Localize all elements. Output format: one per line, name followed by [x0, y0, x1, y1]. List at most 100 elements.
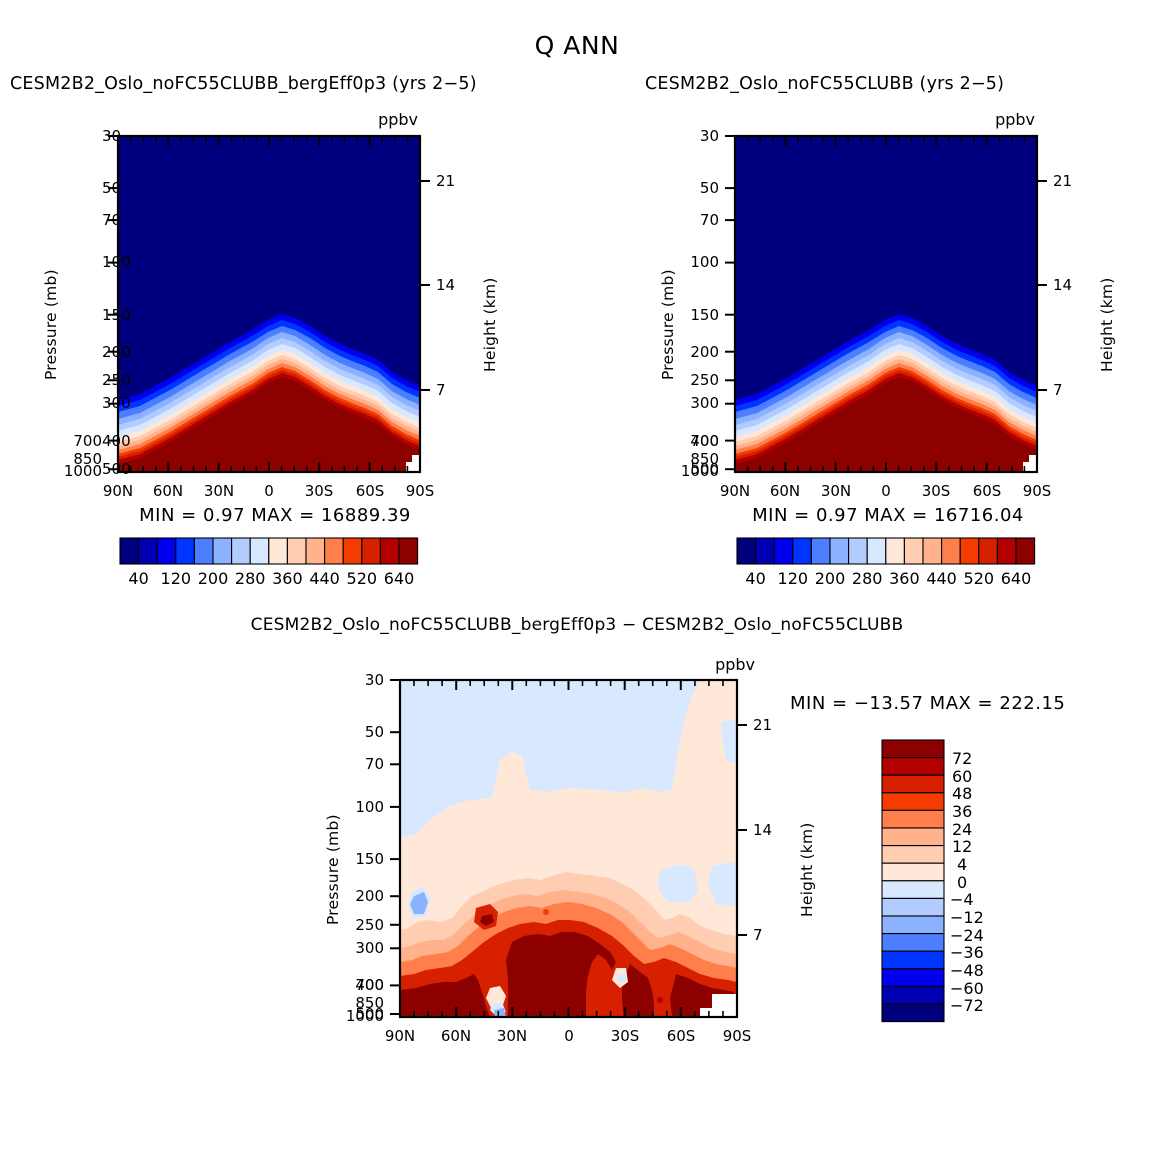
cb-label-640-p1: 640 — [383, 569, 415, 588]
ytick-1000-p2: 1000 — [680, 462, 719, 480]
ytick-250-p2: 250 — [690, 371, 719, 389]
cb-diff-label-24: 24 — [952, 820, 973, 839]
ytick-70-p3: 70 — [364, 755, 384, 773]
figure-title: Q ANN — [534, 31, 620, 60]
panel-top-right-field — [735, 136, 1037, 472]
htick-7-p2: 7 — [1053, 381, 1063, 399]
cb-diff-label-neg72: −72 — [950, 996, 984, 1015]
panel-top-right-units: ppbv — [995, 110, 1035, 129]
xtick-90N-p1: 90N — [102, 482, 134, 500]
htick-7-p3: 7 — [753, 926, 763, 944]
ytick-850-p3: 850 — [355, 994, 384, 1012]
ytick-200-p2: 200 — [690, 343, 719, 361]
ytick-50-p2: 50 — [699, 179, 719, 197]
ytick-1000-p1: 1000 — [63, 462, 102, 480]
xtick-0-p1: 0 — [264, 482, 274, 500]
panel-bottom-diff-minmax: MIN = −13.57 MAX = 222.15 — [790, 693, 1066, 714]
cb-label-360-p1: 360 — [272, 569, 303, 588]
cb-label-200-p2: 200 — [814, 569, 846, 588]
ytick-100-p2: 100 — [690, 253, 719, 271]
cb-diff-label-36: 36 — [952, 802, 973, 821]
panel-top-right-frame — [725, 134, 1047, 474]
xtick-90N-p3: 90N — [384, 1027, 416, 1045]
cb-diff-label-48: 48 — [952, 784, 973, 803]
cb-label-200-p1: 200 — [197, 569, 229, 588]
ytick-700-p1: 700 — [73, 432, 102, 450]
xtick-90S-p2: 90S — [1022, 482, 1052, 500]
cb-diff-label-12: 12 — [952, 837, 973, 856]
ytick-200-p3: 200 — [355, 887, 384, 905]
xtick-60S-p3: 60S — [666, 1027, 696, 1045]
cb-diff-label-neg24: −24 — [950, 926, 984, 945]
panel-top-right-minmax: MIN = 0.97 MAX = 16716.04 — [752, 505, 1024, 526]
xtick-60N-p1: 60N — [152, 482, 184, 500]
ytick-300-p2: 300 — [690, 394, 719, 412]
ytick-100-p3: 100 — [355, 798, 384, 816]
xtick-30S-p1: 30S — [304, 482, 334, 500]
cb-label-360-p2: 360 — [889, 569, 920, 588]
ytick-700-p3: 700 — [355, 976, 384, 994]
ytick-700-p2: 700 — [690, 432, 719, 450]
cb-label-280-p2: 280 — [851, 569, 883, 588]
ytick-850-p1: 850 — [73, 450, 102, 468]
colorbar-diff[interactable] — [881, 739, 945, 1023]
y-axis-right-label-p2: Height (km) — [1098, 277, 1116, 372]
htick-21-p3: 21 — [753, 716, 773, 734]
ytick-50-p3: 50 — [364, 723, 384, 741]
xtick-0-p3: 0 — [564, 1027, 574, 1045]
y-axis-label-p1: Pressure (mb) — [42, 269, 60, 380]
htick-21-p2: 21 — [1053, 172, 1073, 190]
cb-label-120-p2: 120 — [777, 569, 809, 588]
cb-label-440-p1: 440 — [309, 569, 340, 588]
ytick-500-p3: 500 — [355, 1005, 384, 1023]
xtick-60N-p2: 60N — [769, 482, 801, 500]
htick-21-p1: 21 — [436, 172, 456, 190]
xtick-30N-p3: 30N — [496, 1027, 528, 1045]
cb-diff-label-neg12: −12 — [950, 908, 984, 927]
cb-label-440-p2: 440 — [926, 569, 957, 588]
ytick-250-p3: 250 — [355, 916, 384, 934]
ytick-70-p2: 70 — [699, 211, 719, 229]
cb-diff-label-neg36: −36 — [950, 943, 984, 962]
xtick-60S-p2: 60S — [972, 482, 1002, 500]
htick-14-p2: 14 — [1053, 276, 1073, 294]
y-axis-label-p3: Pressure (mb) — [324, 814, 342, 925]
xtick-30S-p3: 30S — [610, 1027, 640, 1045]
ytick-500-p2: 500 — [690, 460, 719, 478]
xtick-60N-p3: 60N — [440, 1027, 472, 1045]
ytick-400-p2: 400 — [690, 432, 719, 450]
cb-diff-label-neg48: −48 — [950, 961, 984, 980]
panel-top-left-units: ppbv — [378, 110, 418, 129]
cb-label-520-p1: 520 — [346, 569, 378, 588]
cb-label-40-p1: 40 — [128, 569, 149, 588]
panel-bottom-diff-frame — [390, 678, 747, 1019]
colorbar-top-left[interactable] — [119, 537, 419, 565]
ytick-1000-p3: 1000 — [345, 1007, 384, 1025]
xtick-30N-p1: 30N — [203, 482, 235, 500]
xtick-30S-p2: 30S — [921, 482, 951, 500]
cb-diff-label-0: 0 — [957, 873, 968, 892]
ytick-30-p2: 30 — [699, 127, 719, 145]
htick-7-p1: 7 — [436, 381, 446, 399]
ytick-150-p2: 150 — [690, 306, 719, 324]
cb-diff-label-72: 72 — [952, 749, 973, 768]
cb-diff-label-60: 60 — [952, 767, 973, 786]
panel-top-right-title: CESM2B2_Oslo_noFC55CLUBB (yrs 2−5) — [645, 74, 1005, 94]
xtick-90S-p1: 90S — [405, 482, 435, 500]
panel-top-left-frame — [108, 134, 430, 474]
ytick-300-p3: 300 — [355, 939, 384, 957]
ytick-850-p2: 850 — [690, 450, 719, 468]
ytick-150-p3: 150 — [355, 850, 384, 868]
y-axis-right-label-p1: Height (km) — [481, 277, 499, 372]
xtick-90N-p2: 90N — [719, 482, 751, 500]
colorbar-top-right[interactable] — [736, 537, 1036, 565]
y-axis-label-p2: Pressure (mb) — [659, 269, 677, 380]
cb-label-120-p1: 120 — [160, 569, 192, 588]
panel-top-left-minmax: MIN = 0.97 MAX = 16889.39 — [139, 505, 411, 526]
cb-diff-label-neg4: −4 — [950, 890, 974, 909]
y-axis-right-label-p3: Height (km) — [798, 822, 816, 917]
htick-14-p1: 14 — [436, 276, 456, 294]
xtick-0-p2: 0 — [881, 482, 891, 500]
ytick-30-p3: 30 — [364, 671, 384, 689]
xtick-60S-p1: 60S — [355, 482, 385, 500]
